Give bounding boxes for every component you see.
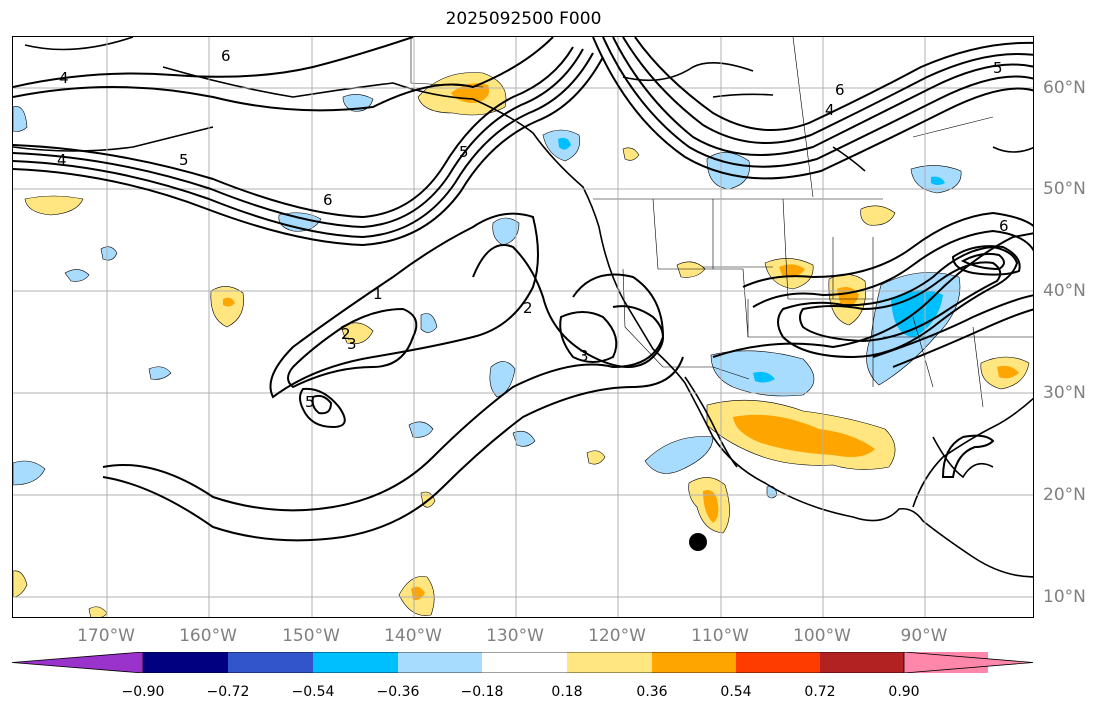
pos-anomaly-12-core — [223, 297, 235, 307]
political-borders — [410, 37, 1033, 408]
pos-anomaly-3 — [622, 147, 640, 161]
contour-label: 3 — [347, 335, 357, 353]
pos-anomaly-plains-core — [779, 264, 805, 278]
neg-anomaly-15 — [148, 366, 172, 380]
pos-anomaly-12 — [210, 286, 244, 328]
neg-anomaly-8 — [492, 217, 520, 246]
contour-label: 1 — [373, 285, 383, 303]
contour-label: 5 — [179, 151, 189, 169]
neg-anomaly-mexico-core — [753, 371, 775, 383]
colorbar-extend-low — [12, 652, 144, 673]
colorbar-segment — [313, 652, 398, 673]
lon-label: 120°W — [588, 626, 646, 646]
lat-label: 50°N — [1043, 179, 1086, 199]
contour-label: 6 — [835, 81, 845, 99]
neg-anomaly-14 — [420, 313, 438, 333]
map-panel: 4 6 5 4 5 6 1 2 3 5 3 2 5 6 4 6 — [12, 36, 1034, 618]
lon-label: 130°W — [486, 626, 544, 646]
height-contours — [13, 37, 1033, 542]
colorbar-tick-label: −0.90 — [121, 684, 165, 700]
map-title: 2025092500 F000 — [445, 9, 602, 29]
colorbar-tick-label: 0.18 — [551, 684, 583, 700]
colorbar-segment — [820, 652, 904, 673]
neg-anomaly-4-core — [931, 176, 945, 185]
colorbar-tick-label: 0.72 — [804, 684, 836, 700]
colorbar-segment — [736, 652, 820, 673]
colorbar-tick-label: 0.90 — [888, 684, 920, 700]
contour-label: 6 — [999, 217, 1009, 235]
pos-anomaly-texas-core — [997, 365, 1019, 379]
colorbar-segment — [652, 652, 736, 673]
neg-anomaly-19 — [644, 436, 714, 474]
colorbar-segment — [398, 652, 482, 673]
contour-label: 4 — [59, 69, 69, 87]
colorbar-segment — [143, 652, 228, 673]
pos-anomaly-5 — [860, 205, 896, 226]
lon-label: 90°W — [900, 626, 948, 646]
pos-anomaly-25 — [13, 570, 28, 598]
contour-labels: 4 6 5 4 5 6 1 2 3 5 3 2 5 6 4 6 — [57, 47, 1009, 411]
contour-label: 2 — [341, 325, 351, 343]
colorbar — [12, 652, 1034, 673]
lon-label: 140°W — [384, 626, 442, 646]
contour-label: 3 — [579, 347, 589, 365]
lat-label: 60°N — [1043, 78, 1086, 98]
contour-label: 6 — [221, 47, 231, 65]
neg-anomaly-21 — [13, 460, 46, 486]
graticule — [13, 37, 1033, 617]
colorbar-tick-label: −0.36 — [376, 684, 420, 700]
pos-anomaly-20 — [586, 450, 606, 465]
neg-anomaly-canada — [706, 152, 750, 190]
pos-anomaly-gulf-core — [733, 414, 875, 457]
neg-anomaly-16 — [489, 361, 516, 398]
colorbar-segment — [567, 652, 652, 673]
contour-label: 2 — [523, 299, 533, 317]
lon-label: 110°W — [691, 626, 749, 646]
lat-label: 40°N — [1043, 281, 1086, 301]
pos-anomaly-26 — [88, 606, 108, 617]
lon-label: 100°W — [793, 626, 851, 646]
pos-anomaly-22-core — [703, 490, 719, 523]
lat-label: 20°N — [1043, 485, 1086, 505]
lon-label: 170°W — [77, 626, 135, 646]
colorbar-tick-label: −0.72 — [206, 684, 250, 700]
pos-anomaly-6 — [24, 195, 84, 216]
location-marker-icon — [689, 533, 707, 551]
anomaly-shading — [13, 72, 1030, 617]
colorbar-tick-label: 0.36 — [636, 684, 668, 700]
neg-anomaly-9 — [64, 269, 90, 282]
lon-label: 160°W — [179, 626, 237, 646]
colorbar-tick-label: −0.18 — [460, 684, 504, 700]
neg-anomaly-17 — [408, 421, 434, 438]
neg-anomaly-28 — [13, 106, 28, 132]
neg-anomaly-27 — [100, 246, 118, 261]
colorbar-segment — [228, 652, 313, 673]
contour-label: 6 — [323, 191, 333, 209]
contour-label: 4 — [57, 151, 67, 169]
neg-anomaly-18 — [512, 430, 536, 447]
lat-label: 30°N — [1043, 383, 1086, 403]
colorbar-extend-high — [903, 652, 1034, 673]
colorbar-tick-label: −0.54 — [291, 684, 335, 700]
colorbar-tick-label: 0.54 — [720, 684, 752, 700]
colorbar-segment — [482, 652, 567, 673]
map-canvas: 4 6 5 4 5 6 1 2 3 5 3 2 5 6 4 6 — [13, 37, 1033, 617]
contour-label: 5 — [993, 59, 1003, 77]
lon-label: 150°W — [282, 626, 340, 646]
contour-label: 4 — [825, 101, 835, 119]
neg-anomaly-2-core — [558, 137, 571, 150]
lat-label: 10°N — [1043, 587, 1086, 607]
contour-label: 5 — [459, 143, 469, 161]
contour-label: 5 — [305, 393, 315, 411]
pos-anomaly-10 — [676, 261, 706, 278]
